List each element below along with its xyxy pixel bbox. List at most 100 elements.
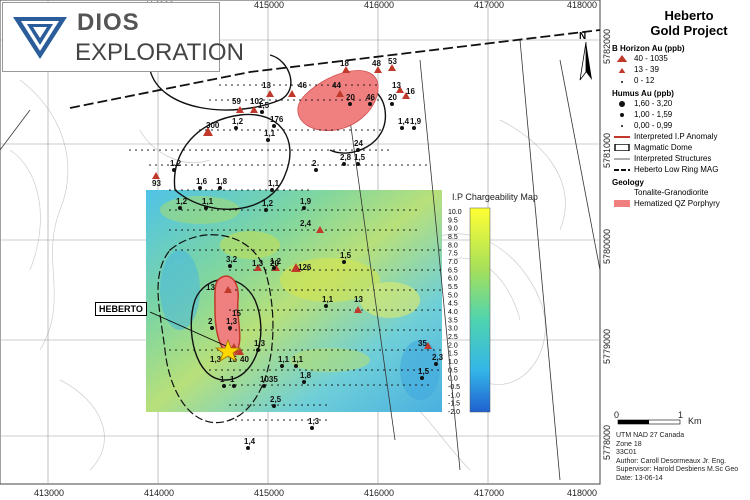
sample-point [331,349,333,351]
sample-point [337,249,339,251]
svg-text:5778000: 5778000 [602,425,612,460]
sample-point [385,289,387,291]
sample-point [319,329,321,331]
sample-point [307,384,309,386]
sample-point [365,164,367,166]
humus-sample-dot [342,260,346,264]
sample-point [325,419,327,421]
sample-point [247,384,249,386]
sample-point [281,164,283,166]
sample-point [409,249,411,251]
company-logo: DIOS EXPLORATION [2,2,244,72]
humus-value: 1,1 [264,129,276,138]
sample-point [355,384,357,386]
sample-point [307,249,309,251]
sample-point [301,229,303,231]
sample-point [379,249,381,251]
project-title: Heberto Gold Project [650,8,728,38]
sample-point [289,209,291,211]
sample-point [259,189,261,191]
sample-point [397,229,399,231]
ip-scale-label: 3.0 [448,326,458,333]
sample-point [283,329,285,331]
ip-scale-label: -0.5 [448,384,460,391]
sample-point [419,164,421,166]
sample-point [439,249,441,251]
sample-point [227,164,229,166]
sample-point [265,289,267,291]
b-horizon-triangle [374,66,382,73]
sample-point [265,129,267,131]
sample-point [293,164,295,166]
b-horizon-triangle [224,286,232,293]
sample-point [313,289,315,291]
sample-point [391,309,393,311]
sample-point [355,129,357,131]
sample-point [361,349,363,351]
sample-point [289,289,291,291]
sample-point [181,209,183,211]
sample-point [271,329,273,331]
sample-point [271,384,273,386]
b-horizon-triangle [291,263,301,272]
sample-point [169,249,171,251]
humus-sample-dot [234,126,238,130]
sample-point [347,99,349,101]
sample-point [419,369,421,371]
sample-point [249,84,251,86]
sample-point [373,269,375,271]
sample-point [353,369,355,371]
svg-text:417000: 417000 [474,0,504,10]
humus-title: Humus Au (ppb) [612,89,674,98]
sample-point [349,309,351,311]
sample-point [415,269,417,271]
sample-point [277,384,279,386]
sample-point [317,164,319,166]
sample-point [331,309,333,311]
sample-point [319,384,321,386]
sample-point [247,229,249,231]
sample-point [235,209,237,211]
sample-point [203,164,205,166]
legend-item: Interpreted I.P Anomaly [614,132,718,141]
sample-point [279,149,281,151]
sample-point [433,329,435,331]
sample-point [199,249,201,251]
svg-text:416000: 416000 [364,0,394,10]
sample-point [217,189,219,191]
sample-point [311,164,313,166]
sample-point [347,369,349,371]
sample-point [135,149,137,151]
sample-point [209,164,211,166]
ip-scale-label: 0.5 [448,367,458,374]
sample-point [211,349,213,351]
sample-point [233,99,235,101]
sample-point [287,369,289,371]
sample-point [259,289,261,291]
humus-sample-dot [178,206,182,210]
humus-sample-dot [264,208,268,212]
sample-point [221,164,223,166]
sample-point [289,384,291,386]
sample-point [349,289,351,291]
ip-scale-label: 6.0 [448,276,458,283]
sample-point [367,349,369,351]
legend-item: 13 - 39 [612,64,748,75]
sample-point [161,164,163,166]
sample-point [237,149,239,151]
sample-point [265,309,267,311]
sample-point [259,229,261,231]
sample-point [343,129,345,131]
sample-point [271,129,273,131]
humus-value: 2,8 [340,153,352,162]
legend-item: 0 - 12 [612,75,748,86]
sample-point [385,229,387,231]
legend-item: 0,00 - 0,99 [612,120,748,131]
ip-scale-label: 10.0 [448,209,462,216]
humus-sample-dot [218,186,222,190]
humus-value: 2 [208,317,213,326]
sample-point [415,329,417,331]
b-horizon-value: 126 [298,263,312,272]
